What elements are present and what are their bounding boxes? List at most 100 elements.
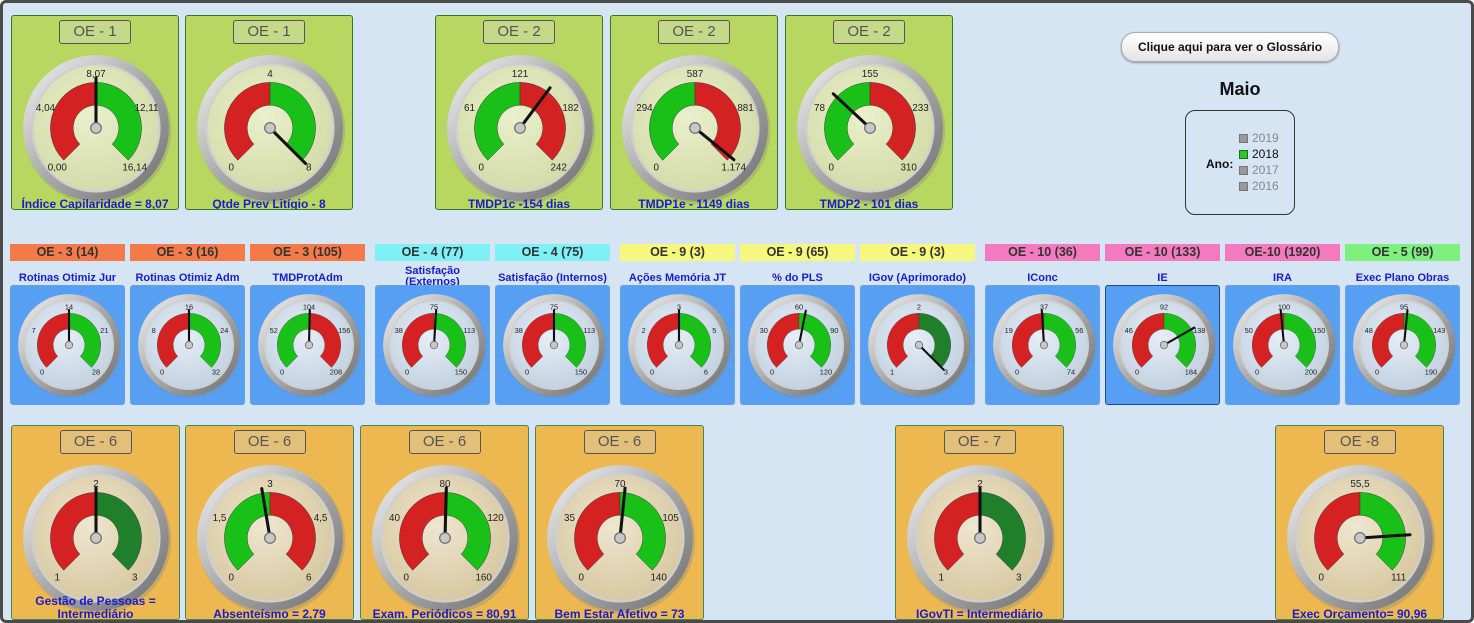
gauge-tile[interactable]: 0 48 95 143 190 xyxy=(1345,285,1460,405)
card-tag: OE - 2 xyxy=(658,20,730,44)
year-option[interactable]: 2018 xyxy=(1239,147,1279,163)
gauge-dial: 0 4 8 xyxy=(197,55,346,204)
gauge-dial: 0 35 70 105 140 xyxy=(547,465,696,614)
gauge-tile[interactable]: 0 19 37 56 74 xyxy=(985,285,1100,405)
checkbox-icon[interactable] xyxy=(1239,182,1248,192)
gauge-band-high xyxy=(269,492,316,571)
year-option[interactable]: 2017 xyxy=(1239,163,1279,179)
card-tag: OE - 2 xyxy=(483,20,555,44)
gauge-tick-label: 4,5 xyxy=(314,513,328,524)
gauge-tick-label: 150 xyxy=(1313,326,1325,335)
card-caption: IGovTI = Intermediário xyxy=(896,608,1063,620)
gauge-tick-label: 190 xyxy=(1425,368,1437,377)
gauge-band-high xyxy=(1359,492,1406,571)
glossary-button[interactable]: Clique aqui para ver o Glossário xyxy=(1121,32,1339,62)
gauge-tile[interactable]: 0 38 75 113 150 xyxy=(495,285,610,405)
gauge-title-line: IE xyxy=(1157,272,1168,284)
gauge-title: IGov (Aprimorado) xyxy=(856,273,979,284)
gauge-dial: 0 1,5 3 4,5 6 xyxy=(197,465,346,614)
card-caption-line: Qtde Prev Litígio - 8 xyxy=(212,197,326,210)
checkbox-icon[interactable] xyxy=(1239,150,1248,160)
gauge-tick-label: 0 xyxy=(579,572,585,583)
gauge-tick-label: 138 xyxy=(1193,326,1205,335)
section-header: OE - 9 (3) xyxy=(620,244,735,261)
gauge-tick-label: 0 xyxy=(1255,368,1259,377)
gauge-tile[interactable]: 0 2 3 5 6 xyxy=(620,285,735,405)
gauge-needle xyxy=(1162,326,1196,347)
gauge-tile[interactable]: 0 30 60 90 120 xyxy=(740,285,855,405)
gauge-tick-label: 3 xyxy=(944,368,948,377)
gauge-tick-label: 61 xyxy=(464,103,475,114)
gauge-title: Rotinas Otimiz Adm xyxy=(126,273,249,284)
gauge-tick-label: 80 xyxy=(440,479,451,490)
gauge-tick-label: 8 xyxy=(152,326,156,335)
gauge-tick-label: 90 xyxy=(830,326,838,335)
gauge-tick-label: 28 xyxy=(92,368,100,377)
gauge-band-high xyxy=(1283,313,1316,368)
card-caption-line: TMDP2 - 101 dias xyxy=(819,197,919,210)
gauge-tick-label: 150 xyxy=(575,368,587,377)
card-caption-line: Gestão de Pessoas = xyxy=(35,594,156,608)
gauge-tick-label: 0 xyxy=(1319,572,1325,583)
gauge-tile[interactable]: 0 50 100 150 200 xyxy=(1225,285,1340,405)
gauge-tile[interactable]: 0 38 75 113 150 xyxy=(375,285,490,405)
gauge-title-line: Exec Plano Obras xyxy=(1355,272,1450,284)
gauge-band-low xyxy=(50,82,97,161)
gauge-band-high xyxy=(188,313,221,368)
gauge-tick-label: 0 xyxy=(405,368,409,377)
gauge-title: Ações Memória JT xyxy=(616,273,739,284)
gauge-tick-label: 140 xyxy=(650,572,667,583)
gauge-title-line: IRA xyxy=(1273,272,1292,284)
card-tag: OE - 7 xyxy=(943,430,1016,454)
gauge-dial: 0 19 37 56 74 xyxy=(993,294,1097,398)
gauge-tick-label: 1 xyxy=(55,572,61,583)
year-option[interactable]: 2019 xyxy=(1239,131,1279,147)
kpi-card: OE - 1 0,00 4,04 8,07 12,11 16,14 Índice Capil… xyxy=(11,15,179,210)
card-caption-line: TMDP1e - 1149 dias xyxy=(638,197,750,210)
gauge-band-high xyxy=(869,82,916,161)
gauge-band-high xyxy=(68,313,101,368)
gauge-needle xyxy=(1279,309,1286,347)
gauge-band-high xyxy=(95,492,142,571)
gauge-dial: 0 50 100 150 200 xyxy=(1233,294,1337,398)
gauge-tile[interactable]: 0 52 104 156 208 xyxy=(250,285,365,405)
gauge-tile[interactable]: 1 2 3 xyxy=(860,285,975,405)
gauge-tick-label: 0 xyxy=(654,162,660,173)
gauge-tick-label: 113 xyxy=(583,326,595,335)
gauge-tile[interactable]: 0 46 92 138 184 xyxy=(1105,285,1220,405)
year-option[interactable]: 2016 xyxy=(1239,179,1279,195)
gauge-tick-label: 881 xyxy=(737,103,754,114)
gauge-band-low xyxy=(224,82,271,161)
section-header: OE - 4 (77) xyxy=(375,244,490,261)
gauge-tile[interactable]: 0 8 16 24 32 xyxy=(130,285,245,405)
gauge-title: Exec Plano Obras xyxy=(1341,273,1464,284)
kpi-card: OE - 6 0 35 70 105 140 Bem Estar Afetivo = 73 xyxy=(535,425,704,620)
section-header: OE - 9 (65) xyxy=(740,244,855,261)
gauge-tick-label: 121 xyxy=(512,69,529,80)
card-caption: Qtde Prev Litígio - 8 xyxy=(186,198,352,210)
gauge-tile[interactable]: 0 7 14 21 28 xyxy=(10,285,125,405)
gauge-tick-label: 0 xyxy=(525,368,529,377)
checkbox-icon[interactable] xyxy=(1239,134,1248,144)
gauge-tick-label: 70 xyxy=(615,479,626,490)
gauge-tick-label: 4 xyxy=(267,69,273,80)
card-tag: OE - 2 xyxy=(833,20,905,44)
gauge-tick-label: 0 xyxy=(1015,368,1019,377)
kpi-card: OE - 2 0 294 587 881 1.174 TMDP1e - 1149 dias xyxy=(610,15,778,210)
gauge-tick-label: 52 xyxy=(270,326,278,335)
gauge-dial: 0 46 92 138 184 xyxy=(1113,294,1217,398)
section-header: OE - 10 (133) xyxy=(1105,244,1220,261)
gauge-tick-label: 0 xyxy=(1375,368,1379,377)
gauge-dial: 0 2 3 5 6 xyxy=(628,294,732,398)
gauge-tick-label: 3 xyxy=(677,302,681,311)
gauge-band-low xyxy=(474,82,521,161)
card-caption: Absenteísmo = 2,79 xyxy=(186,608,353,620)
card-tag: OE -8 xyxy=(1323,430,1396,454)
gauge-tick-label: 38 xyxy=(395,326,403,335)
gauge-tick-label: 21 xyxy=(100,326,108,335)
gauge-title: IConc xyxy=(981,273,1104,284)
checkbox-icon[interactable] xyxy=(1239,166,1248,176)
card-caption-line: Exec Orçamento= 90,96 xyxy=(1291,607,1428,620)
gauge-title-line: % do PLS xyxy=(772,272,823,284)
